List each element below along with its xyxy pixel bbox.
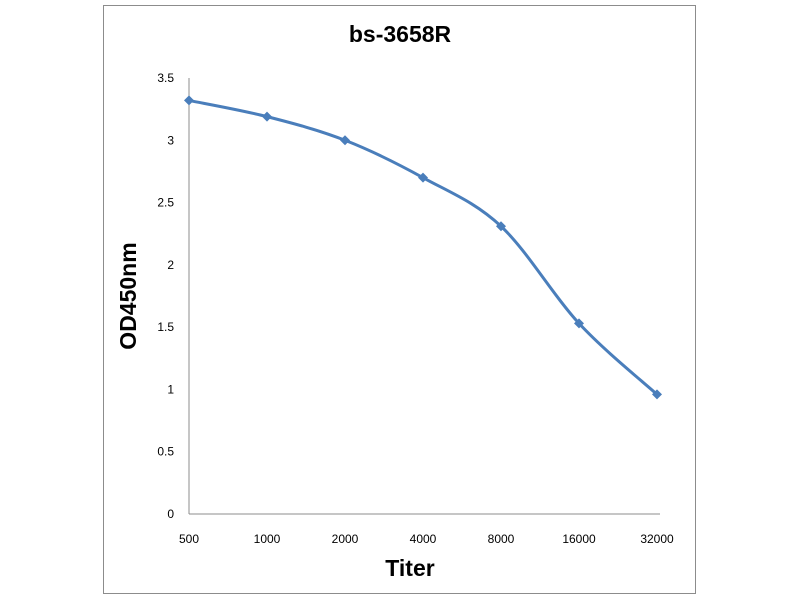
- y-tick-label: 1: [167, 382, 174, 396]
- y-tick-label: 2: [167, 258, 174, 272]
- data-point-marker: [574, 318, 584, 329]
- y-tick-label: 2.5: [157, 196, 174, 210]
- y-tick-label: 1.5: [157, 320, 174, 334]
- data-point-marker: [652, 389, 662, 400]
- series-markers: [184, 95, 662, 400]
- y-tick-label: 0: [167, 507, 174, 521]
- x-tick-label: 16000: [562, 532, 596, 546]
- y-tick-labels: 0 0.5 1 1.5 2 2.5 3 3.5: [157, 71, 174, 521]
- chart-title: bs-3658R: [349, 21, 452, 47]
- x-axis-title: Titer: [385, 555, 434, 581]
- x-tick-label: 500: [179, 532, 199, 546]
- x-tick-label: 1000: [254, 532, 281, 546]
- y-tick-label: 3: [167, 133, 174, 147]
- series-line: [188, 98, 659, 396]
- data-point-marker: [184, 95, 194, 106]
- x-tick-label: 2000: [332, 532, 359, 546]
- y-tick-label: 3.5: [157, 71, 174, 85]
- data-point-marker: [496, 221, 506, 232]
- y-tick-label: 0.5: [157, 445, 174, 459]
- x-tick-label: 32000: [640, 532, 674, 546]
- x-tick-labels: 500 1000 2000 4000 8000 16000 32000: [179, 532, 674, 546]
- y-axis-title: OD450nm: [115, 242, 141, 349]
- data-point-marker: [262, 111, 272, 122]
- x-tick-label: 4000: [410, 532, 437, 546]
- data-point-marker: [340, 135, 350, 146]
- x-tick-label: 8000: [488, 532, 515, 546]
- data-point-marker: [418, 172, 428, 183]
